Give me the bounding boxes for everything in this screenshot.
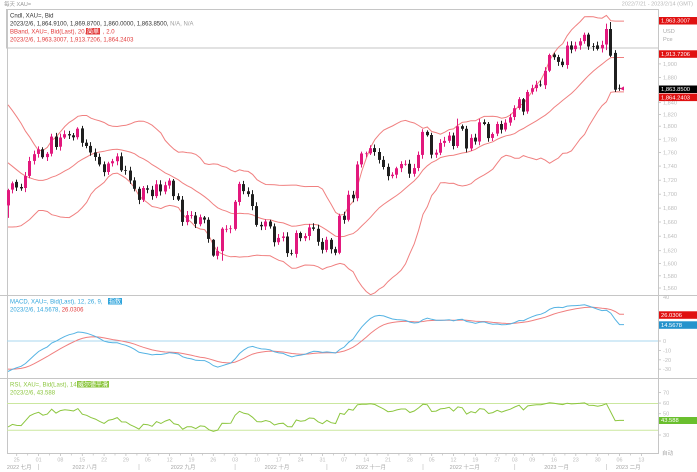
svg-text:1,880: 1,880	[663, 76, 677, 82]
svg-text:21: 21	[385, 458, 391, 464]
svg-text:23: 23	[573, 458, 579, 464]
svg-text:01: 01	[36, 458, 42, 464]
svg-text:指数: 指数	[109, 298, 121, 306]
svg-text:1,863.8500: 1,863.8500	[661, 87, 690, 93]
svg-text:19: 19	[189, 458, 195, 464]
svg-text:1,620: 1,620	[663, 249, 677, 255]
svg-text:50: 50	[663, 412, 669, 418]
svg-text:43.588: 43.588	[661, 418, 679, 424]
svg-text:26: 26	[210, 458, 216, 464]
svg-text:10: 10	[254, 458, 260, 464]
svg-text:08: 08	[57, 458, 63, 464]
svg-text:09: 09	[529, 458, 535, 464]
svg-text:27: 27	[494, 458, 500, 464]
svg-text:03: 03	[512, 458, 518, 464]
svg-text:Cndl, XAU=, Bid: Cndl, XAU=, Bid	[10, 14, 54, 20]
svg-text:1,963.3007: 1,963.3007	[661, 19, 690, 25]
svg-text:29: 29	[123, 458, 129, 464]
svg-text:1,913.7206: 1,913.7206	[661, 52, 690, 58]
svg-text:12: 12	[451, 458, 457, 464]
svg-text:1,820: 1,820	[663, 112, 677, 118]
svg-text:06: 06	[617, 458, 623, 464]
svg-text:14: 14	[363, 458, 369, 464]
svg-text:1,800: 1,800	[663, 124, 677, 130]
svg-text:2022 七月: 2022 七月	[7, 463, 32, 471]
svg-text:05: 05	[145, 458, 151, 464]
svg-text:2022 十月: 2022 十月	[265, 463, 290, 471]
svg-text:2023 一月: 2023 一月	[544, 464, 569, 471]
svg-text:60: 60	[663, 401, 669, 407]
svg-text:12: 12	[167, 458, 173, 464]
svg-text:威尔德平滑: 威尔德平滑	[78, 381, 108, 389]
svg-text:-10: -10	[663, 348, 671, 354]
svg-text:Pce: Pce	[663, 37, 673, 43]
svg-text:1,864.2403: 1,864.2403	[661, 95, 690, 101]
svg-text:16: 16	[551, 458, 557, 464]
svg-text:USD: USD	[663, 29, 675, 35]
svg-text:1,840: 1,840	[663, 101, 677, 107]
svg-text:1,600: 1,600	[663, 262, 677, 268]
svg-text:40: 40	[663, 295, 669, 301]
svg-text:25: 25	[14, 458, 20, 464]
svg-text:13: 13	[638, 458, 644, 464]
svg-text:2022 十一月: 2022 十一月	[356, 463, 386, 471]
svg-text:31: 31	[320, 458, 326, 464]
svg-text:1,740: 1,740	[663, 164, 677, 170]
svg-text:24: 24	[298, 458, 304, 464]
svg-text:-20: -20	[663, 358, 671, 364]
svg-text:1,720: 1,720	[663, 178, 677, 184]
svg-text:2022 九月: 2022 九月	[171, 463, 196, 471]
svg-text:1,760: 1,760	[663, 150, 677, 156]
svg-text:1,580: 1,580	[663, 274, 677, 280]
svg-text:28: 28	[407, 458, 413, 464]
svg-text:2023/2/6, 1,963.3007, 1,913.72: 2023/2/6, 1,963.3007, 1,913.7206, 1,864.…	[10, 38, 134, 44]
svg-text:15: 15	[79, 458, 85, 464]
svg-text:1,640: 1,640	[663, 234, 677, 240]
svg-text:30: 30	[663, 433, 669, 439]
svg-text:17: 17	[276, 458, 282, 464]
svg-text:BBand, XAU=, Bid(Last), 20, ,: BBand, XAU=, Bid(Last), 20, , 2.0	[10, 30, 115, 36]
svg-text:70: 70	[663, 391, 669, 397]
svg-text:2023/2/6, 1,864.9100, 1,869.87: 2023/2/6, 1,864.9100, 1,869.8700, 1,860.…	[10, 22, 194, 28]
svg-text:2022 十二月: 2022 十二月	[450, 463, 480, 471]
svg-text:1,780: 1,780	[663, 137, 677, 143]
svg-text:2022/7/21 - 2023/2/14 (GMT): 2022/7/21 - 2023/2/14 (GMT)	[622, 2, 693, 8]
svg-text:05: 05	[429, 458, 435, 464]
svg-text:0: 0	[663, 339, 666, 345]
svg-text:03: 03	[232, 458, 238, 464]
svg-text:30: 30	[595, 458, 601, 464]
svg-text:MACD, XAU=, Bid(Last), 12, 26,: MACD, XAU=, Bid(Last), 12, 26, 9,	[10, 300, 103, 306]
svg-text:2022 八月: 2022 八月	[72, 464, 97, 471]
svg-text:-30: -30	[663, 367, 671, 373]
svg-text:自动: 自动	[662, 449, 674, 457]
svg-text:每天 XAU=: 每天 XAU=	[4, 0, 31, 8]
svg-text:1,680: 1,680	[663, 206, 677, 212]
svg-text:1,660: 1,660	[663, 220, 677, 226]
svg-text:19: 19	[472, 458, 478, 464]
svg-text:2023/2/6, 14.5678, 26.0306: 2023/2/6, 14.5678, 26.0306	[10, 308, 84, 314]
svg-text:1,700: 1,700	[663, 192, 677, 198]
svg-text:2023/2/6, 43.588: 2023/2/6, 43.588	[10, 391, 56, 397]
svg-text:22: 22	[101, 458, 107, 464]
svg-text:RSI, XAU=, Bid(Last), 14,: RSI, XAU=, Bid(Last), 14,	[10, 383, 79, 389]
svg-text:2023 二月: 2023 二月	[616, 464, 641, 471]
svg-text:07: 07	[341, 458, 347, 464]
svg-text:1,900: 1,900	[663, 62, 677, 68]
svg-text:1,560: 1,560	[663, 286, 677, 292]
svg-text:26.0306: 26.0306	[661, 313, 682, 319]
svg-text:14.5678: 14.5678	[661, 323, 682, 329]
svg-text:简单: 简单	[87, 28, 99, 36]
